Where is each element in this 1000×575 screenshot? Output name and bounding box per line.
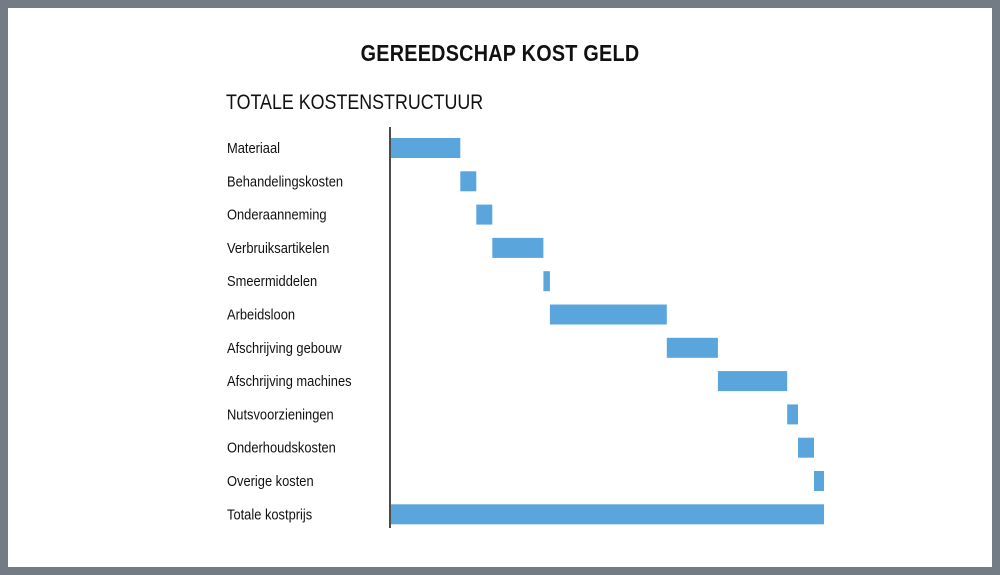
category-labels: Materiaal Behandelingskosten Onderaannemin…: [227, 139, 352, 522]
cost-bar: [460, 171, 477, 192]
category-label: Behandelingskosten: [227, 172, 343, 189]
category-label: Materiaal: [227, 139, 280, 156]
cost-bar: [787, 404, 798, 425]
category-label: Afschrijving machines: [227, 372, 352, 389]
category-label: Verbruiksartikelen: [227, 239, 329, 256]
category-label: Onderaanneming: [227, 206, 327, 223]
cost-bar: [666, 337, 718, 358]
category-label: Overige kosten: [227, 472, 314, 489]
total-bar: [391, 504, 824, 525]
category-label: Smeermiddelen: [227, 272, 317, 289]
cost-bar: [717, 371, 788, 392]
cost-bar: [391, 138, 461, 158]
bars: [391, 138, 824, 525]
cost-bar: [549, 304, 667, 325]
chart-subtitle: TOTALE KOSTENSTRUCTUUR: [226, 91, 484, 114]
chart-title: GEREEDSCHAP KOST GELD: [360, 40, 640, 66]
category-label: Onderhoudskosten: [227, 439, 336, 456]
cost-bar: [814, 471, 824, 491]
cost-bar: [798, 437, 814, 458]
category-label: Totale kostprijs: [227, 505, 312, 522]
cost-bar: [476, 204, 493, 225]
category-label: Arbeidsloon: [227, 306, 295, 323]
cost-bar: [543, 271, 550, 292]
chart-frame: [8, 8, 992, 567]
cost-bar: [492, 237, 544, 258]
category-label: Afschrijving gebouw: [227, 339, 342, 356]
category-label: Nutsvoorzieningen: [227, 405, 334, 422]
